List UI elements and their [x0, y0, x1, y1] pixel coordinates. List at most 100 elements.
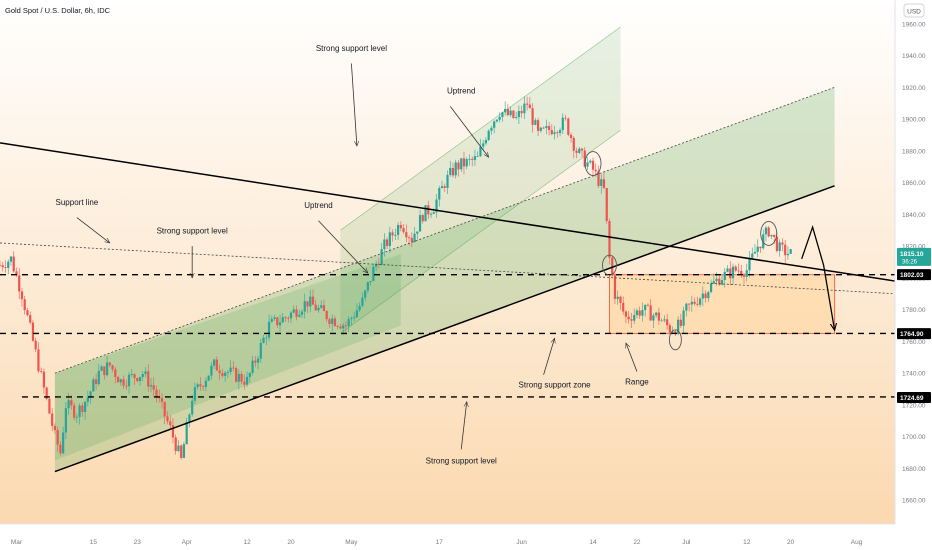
candle-body — [276, 317, 279, 326]
candle — [207, 375, 210, 382]
candle-body — [355, 310, 359, 318]
candle — [295, 305, 298, 321]
candle — [169, 415, 172, 430]
candle — [40, 367, 43, 374]
candle — [62, 426, 65, 455]
candle — [578, 146, 581, 155]
candle — [78, 403, 81, 425]
annotation-strong-support-level-bottom: Strong support level — [426, 457, 497, 466]
price-tag-value: 1764.90 — [900, 331, 924, 338]
pointer-arrow — [76, 217, 110, 243]
candle — [666, 313, 669, 330]
y-tick-label: 1700.00 — [902, 434, 926, 441]
candle — [256, 355, 260, 370]
candle-body — [270, 318, 273, 322]
candle-body — [300, 311, 304, 315]
candle — [229, 360, 232, 375]
candle — [144, 367, 147, 378]
candle-body — [520, 110, 523, 114]
candle-body — [734, 266, 737, 271]
candle-body — [407, 237, 411, 239]
candle — [292, 305, 295, 314]
annotation-strong-support-level-mid: Strong support level — [157, 226, 228, 235]
candle-body — [215, 359, 218, 371]
price-tag-box — [897, 247, 931, 266]
candle-body — [12, 256, 15, 272]
candle — [73, 402, 76, 421]
candle — [572, 136, 575, 159]
candle — [451, 162, 455, 178]
candle-body — [729, 268, 732, 279]
candle — [764, 225, 768, 242]
price-axis[interactable]: 1660.00 1680.00 1700.00 1720.00 1740.00 1760.… — [902, 21, 926, 504]
x-tick-label: 17 — [436, 539, 444, 546]
candle — [421, 213, 424, 224]
candle — [298, 309, 301, 318]
candle — [720, 274, 724, 286]
candle-body — [62, 432, 65, 454]
candle-body — [707, 292, 710, 299]
candle-body — [73, 405, 76, 418]
candle-body — [309, 296, 312, 307]
candle — [259, 338, 262, 363]
pointer-arrow — [351, 63, 356, 147]
candle-series[interactable] — [0, 96, 792, 460]
candle-body — [580, 148, 584, 151]
candle — [734, 264, 737, 273]
candle-body — [622, 302, 625, 312]
candle — [243, 374, 246, 390]
candle — [248, 371, 251, 383]
candle-body — [108, 362, 111, 366]
candle-body — [94, 379, 98, 385]
candle — [635, 308, 639, 319]
candle — [130, 368, 133, 377]
candle-body — [641, 310, 644, 316]
candle-body — [342, 325, 345, 329]
time-axis[interactable]: Mar 15 23 Apr 12 20 May 17 Jun 14 22 Jul 12 20 Aug — [11, 539, 863, 546]
candle-body — [583, 150, 586, 167]
candle-body — [64, 408, 67, 433]
candle-body — [671, 331, 674, 333]
candle-body — [531, 108, 534, 125]
annotation-strong-support-level-top: Strong support level — [316, 44, 387, 53]
candle — [457, 160, 460, 177]
candle-body — [100, 366, 103, 371]
candle — [331, 314, 334, 332]
candle — [166, 411, 169, 425]
y-tick-label: 1960.00 — [902, 21, 926, 28]
candle-body — [191, 400, 194, 415]
candle — [344, 321, 348, 334]
candle-body — [166, 416, 169, 422]
candle-body — [133, 374, 136, 379]
candle-body — [718, 278, 721, 285]
candle — [536, 117, 540, 137]
candle-body — [630, 319, 633, 321]
candle-body — [15, 271, 18, 276]
candle — [339, 324, 342, 330]
candle-body — [624, 311, 628, 317]
candle-body — [31, 322, 35, 341]
candle-body — [753, 251, 757, 254]
candle-body — [202, 386, 205, 388]
candle-body — [602, 179, 606, 189]
candle — [742, 273, 746, 284]
candle-body — [45, 387, 48, 399]
candle-body — [572, 138, 575, 151]
candle-body — [229, 367, 232, 372]
candle-body — [781, 242, 784, 245]
candle-body — [709, 283, 713, 293]
candle — [429, 211, 433, 219]
candle-body — [523, 103, 526, 114]
candle-body — [427, 205, 430, 215]
candle — [92, 377, 95, 392]
candle — [12, 251, 15, 273]
candle — [53, 423, 57, 434]
candle-body — [770, 234, 773, 237]
currency-badge[interactable]: USD — [903, 3, 925, 18]
candle — [202, 384, 205, 391]
candle — [240, 371, 243, 385]
candle — [97, 363, 100, 386]
candle — [515, 111, 518, 120]
candle — [781, 238, 784, 252]
y-tick-label: 1740.00 — [902, 371, 926, 378]
